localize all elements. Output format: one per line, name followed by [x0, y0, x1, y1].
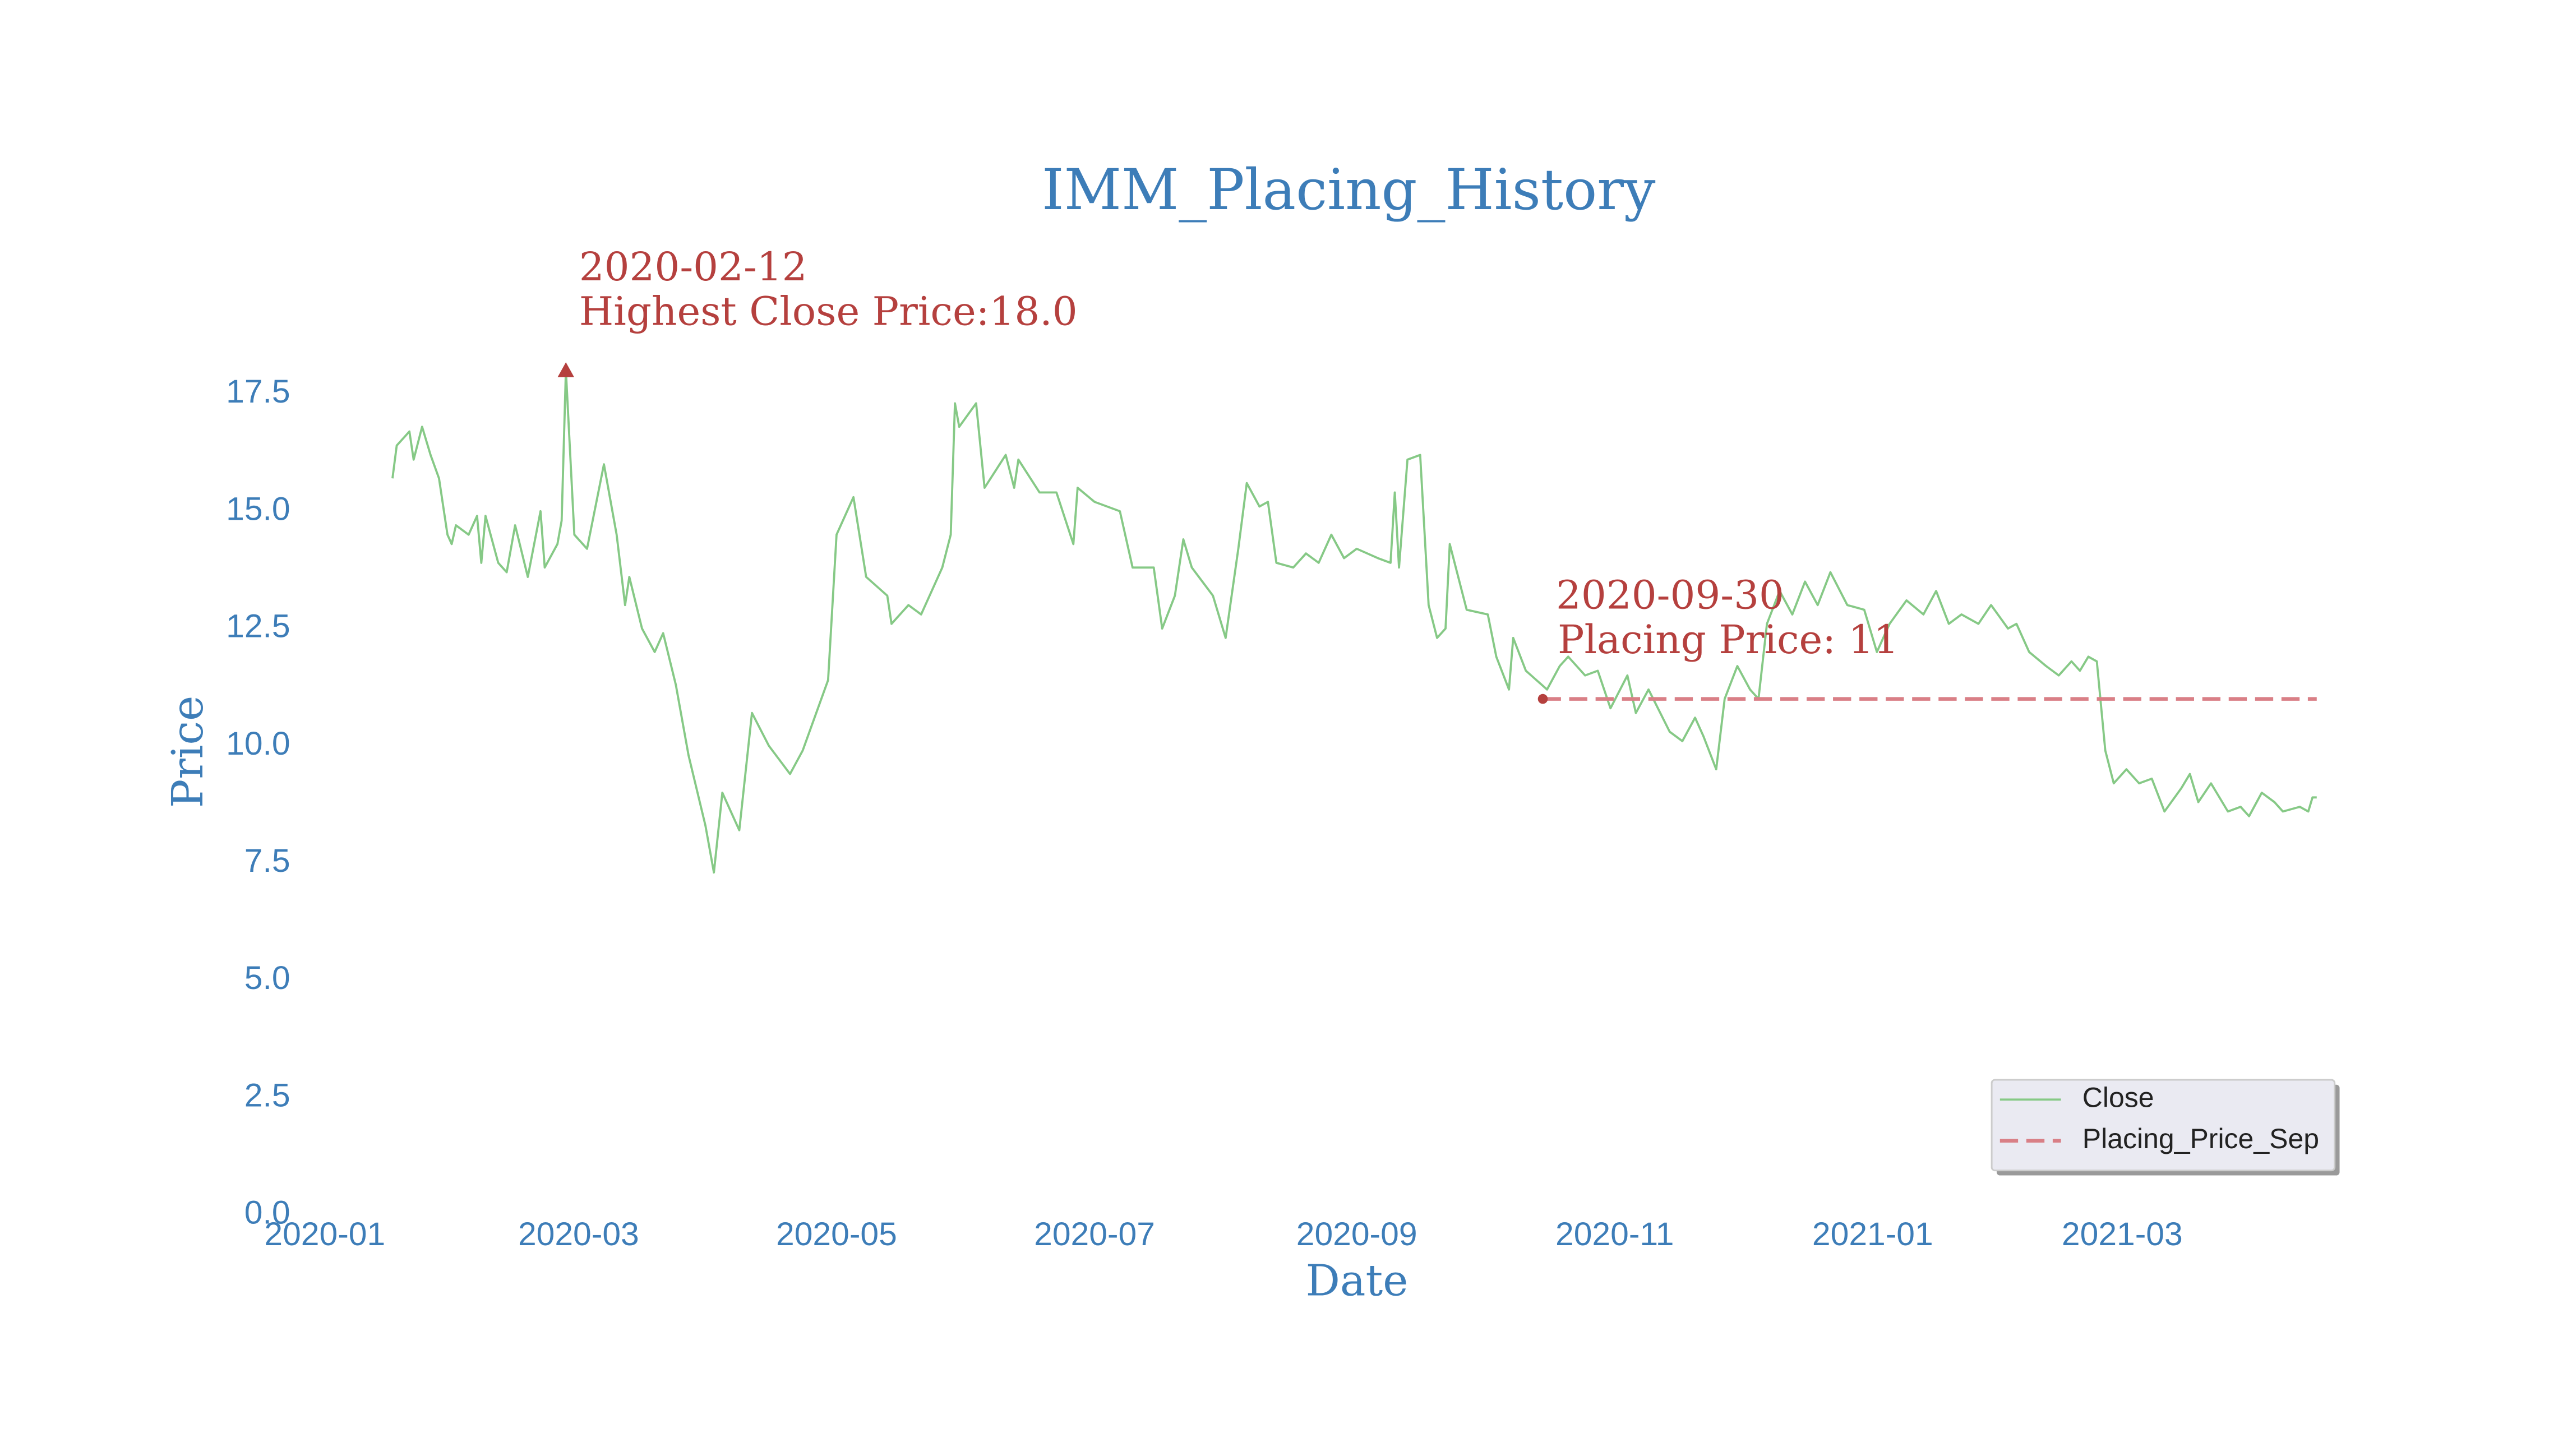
y-tick-label: 17.5 [226, 373, 290, 410]
x-tick-label: 2021-01 [1812, 1216, 1933, 1252]
y-tick-label: 12.5 [226, 608, 290, 645]
annotation-text: 2020-09-30 [1556, 572, 1784, 618]
x-tick-label: 2020-11 [1555, 1216, 1674, 1252]
x-axis-label: Date [1306, 1256, 1409, 1306]
annotation-marker [557, 362, 574, 377]
x-tick-label: 2020-05 [776, 1216, 897, 1252]
y-tick-label: 5.0 [244, 960, 290, 996]
x-tick-label: 2020-03 [518, 1216, 639, 1252]
y-tick-label: 2.5 [244, 1077, 290, 1113]
annotation-marker [1537, 694, 1548, 704]
y-tick-label: 15.0 [226, 491, 290, 527]
legend-box [1991, 1079, 2336, 1172]
legend: Close Placing_Price_Sep [1991, 1079, 2340, 1176]
annotation-text: Placing Price: 11 [1558, 616, 1899, 663]
legend-label: Close [2082, 1081, 2154, 1113]
x-tick-label: 2020-01 [264, 1216, 385, 1252]
annotation-text: Highest Close Price:18.0 [579, 288, 1078, 334]
chart-title: IMM_Placing_History [1042, 157, 1656, 223]
y-tick-label: 0.0 [244, 1195, 290, 1231]
x-tick-label: 2020-07 [1034, 1216, 1155, 1252]
y-axis-label: Price [163, 696, 213, 808]
x-tick-label: 2020-09 [1296, 1216, 1417, 1252]
x-tick-label: 2021-03 [2062, 1216, 2183, 1252]
y-tick-label: 7.5 [244, 843, 290, 879]
series-line [391, 369, 2317, 874]
y-tick-label: 10.0 [226, 725, 290, 762]
legend-label: Placing_Price_Sep [2082, 1123, 2319, 1154]
annotation-text: 2020-02-12 [579, 243, 807, 290]
